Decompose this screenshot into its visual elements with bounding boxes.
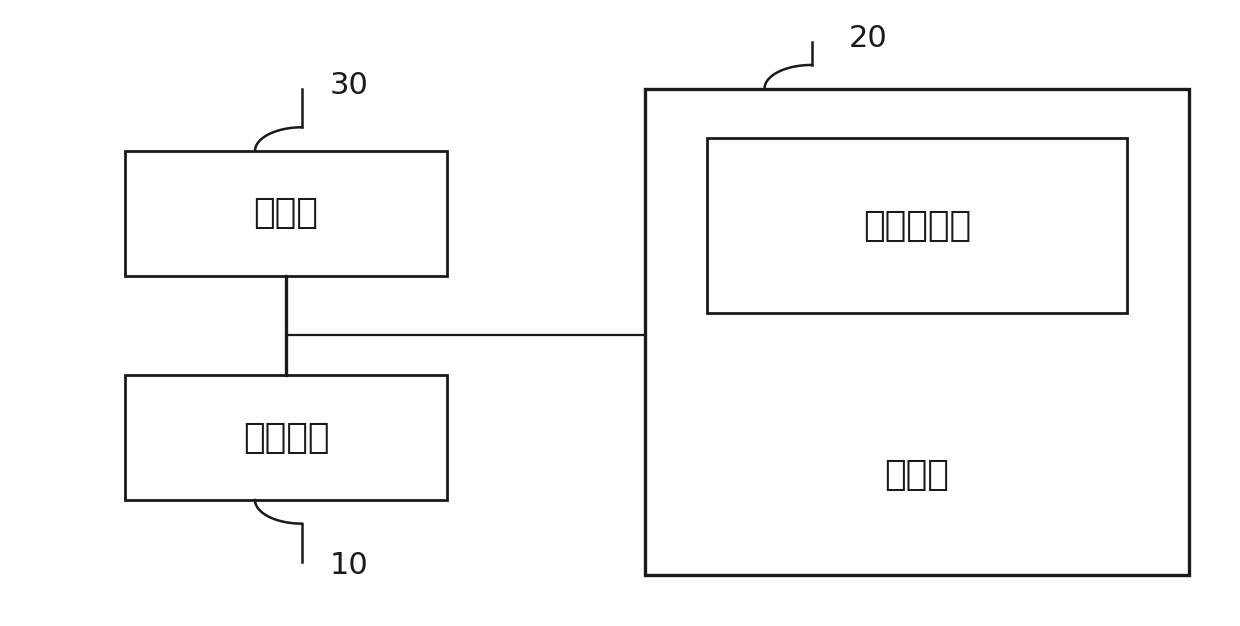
Bar	[125, 376, 446, 500]
Text: 处理器: 处理器	[253, 197, 319, 230]
Bar	[645, 89, 1189, 575]
Text: 存储器: 存储器	[884, 458, 950, 492]
Bar	[125, 151, 446, 275]
Bar	[707, 138, 1127, 313]
Text: 计算机程序: 计算机程序	[863, 208, 971, 243]
Text: 10: 10	[330, 551, 368, 580]
Text: 20: 20	[849, 24, 888, 53]
Text: 30: 30	[330, 71, 368, 100]
Text: 通信模块: 通信模块	[243, 421, 329, 454]
